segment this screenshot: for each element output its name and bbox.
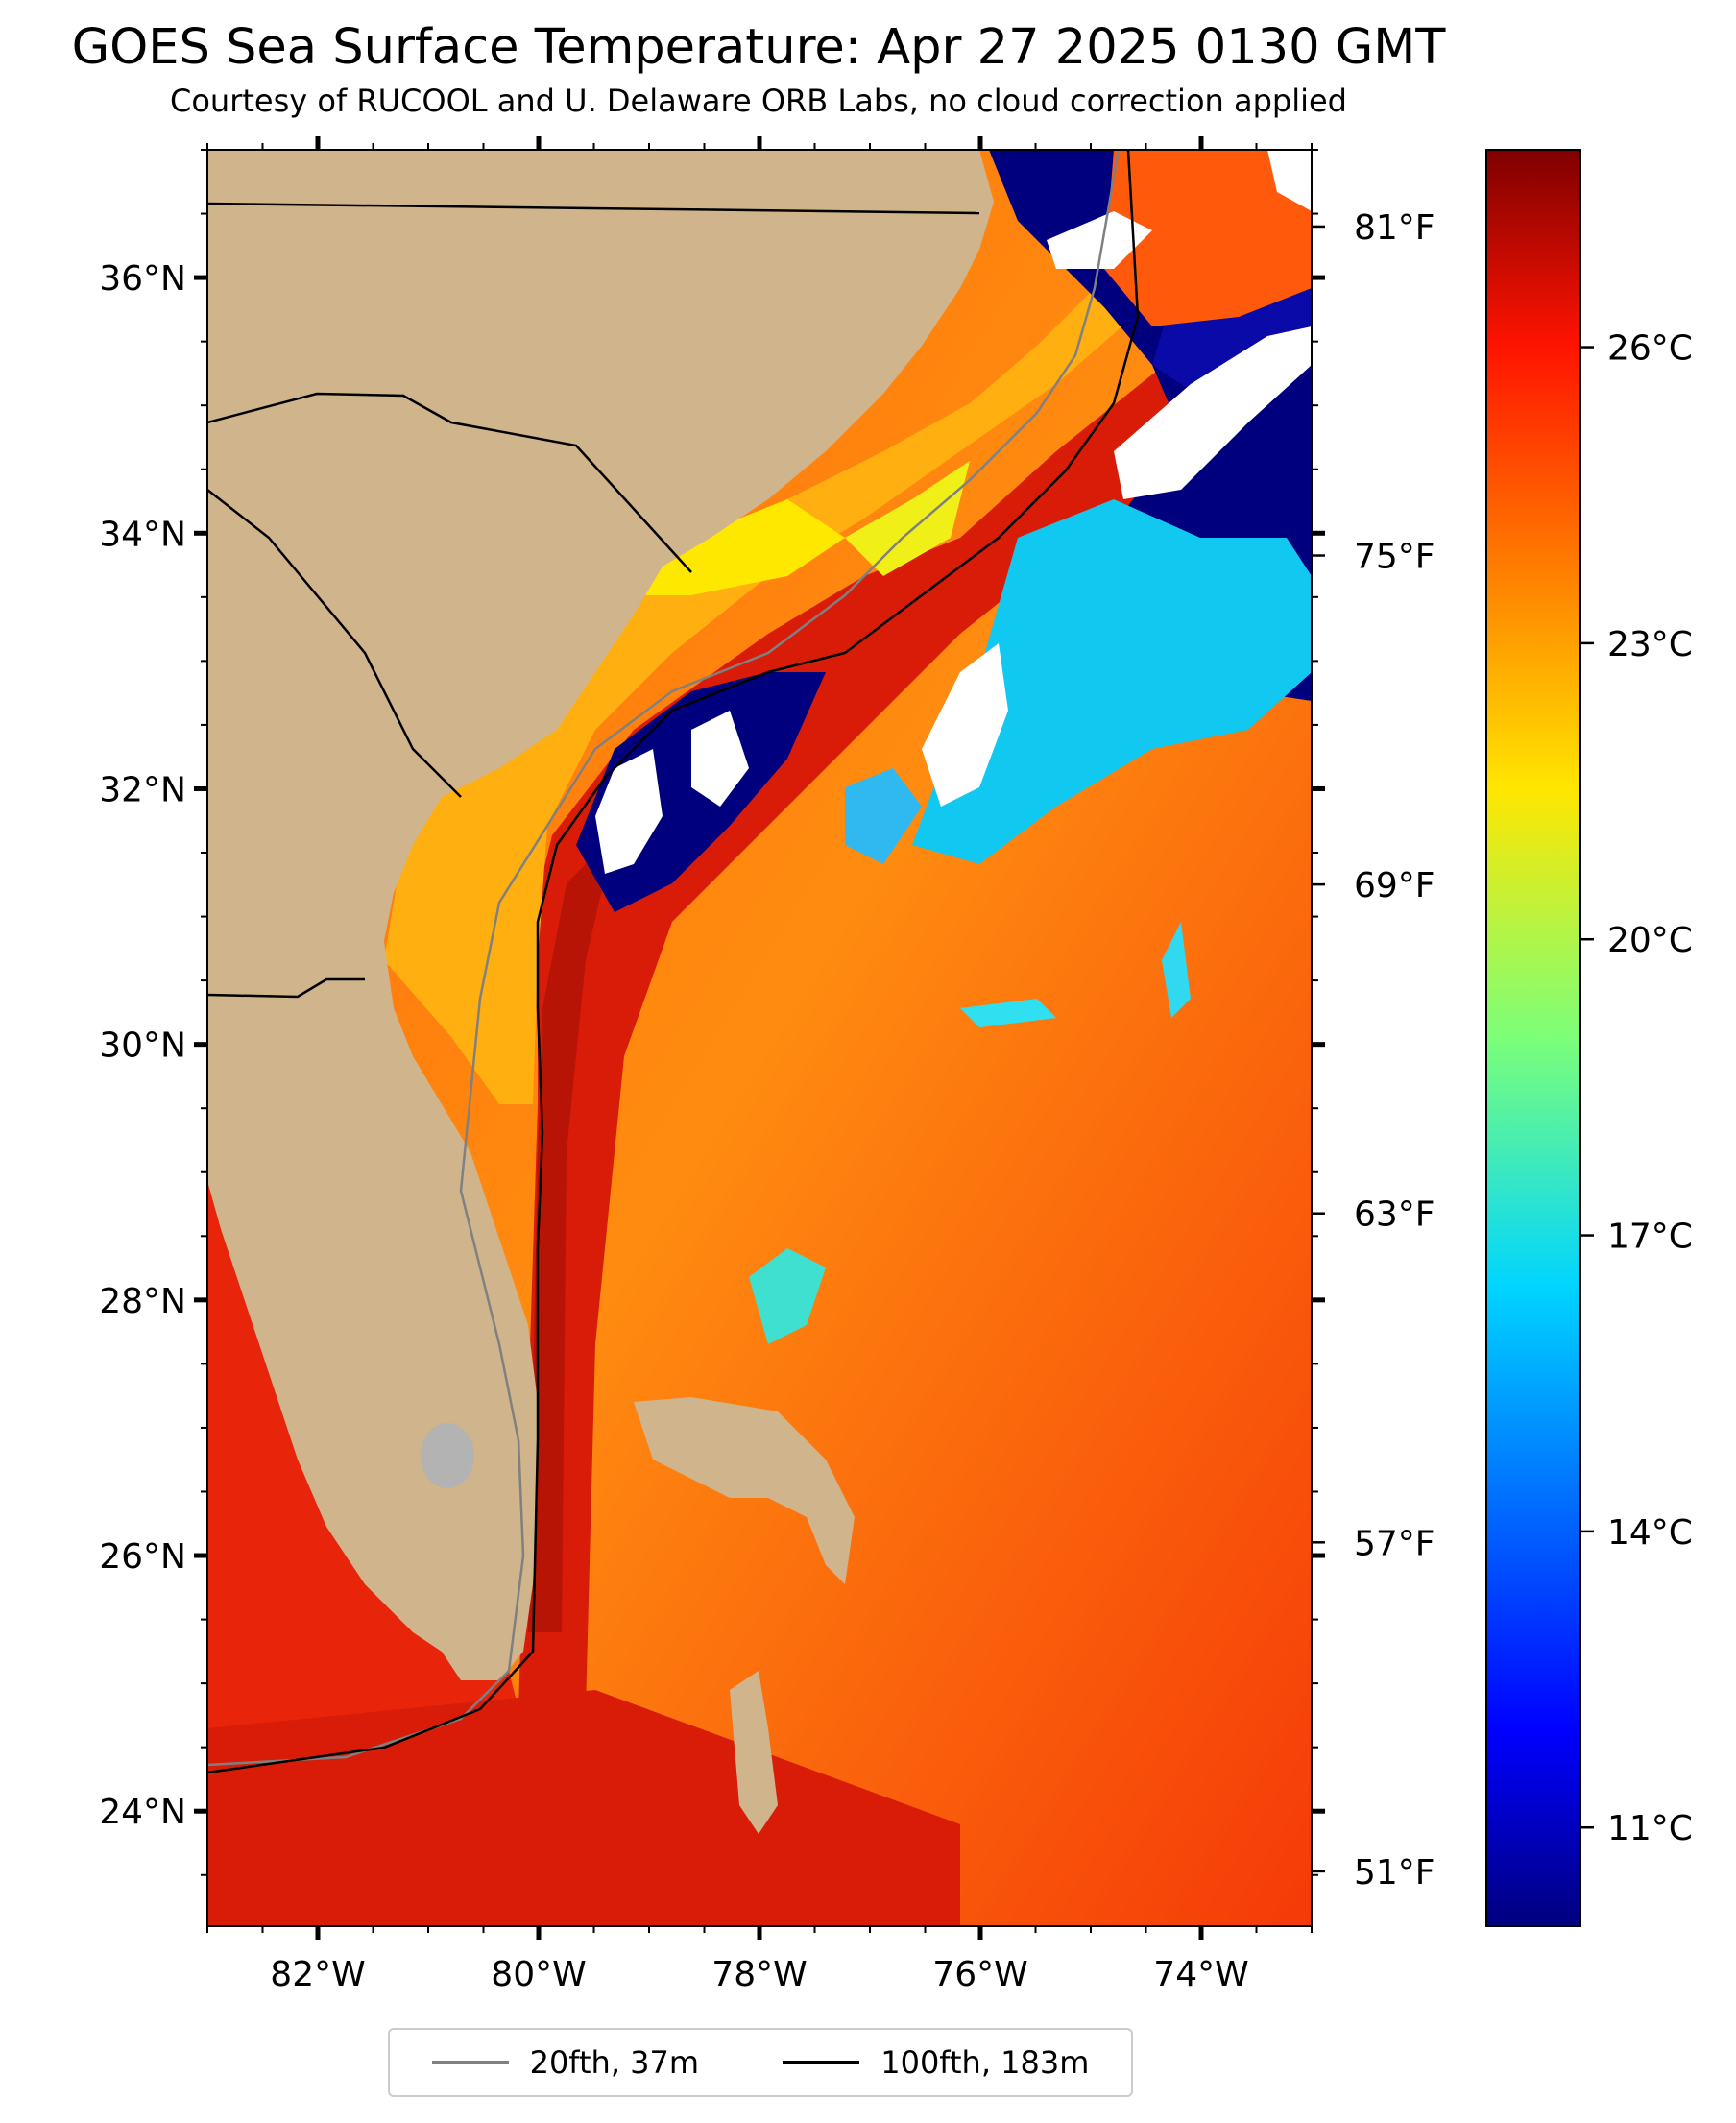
lon-tick-label: 76°W: [932, 1955, 1027, 1994]
lat-tick-label: 34°N: [99, 515, 186, 554]
map-subtitle: Courtesy of RUCOOL and U. Delaware ORB L…: [170, 83, 1347, 119]
lon-tick-label: 78°W: [711, 1955, 807, 1994]
lat-tick-label: 26°N: [99, 1537, 186, 1577]
fahrenheit-tick-label: 57°F: [1354, 1524, 1435, 1563]
legend-swatch-20fth: [431, 2061, 509, 2064]
minor-ticks: [201, 143, 1318, 1933]
legend-item-100fth: 100fth, 183m: [783, 2044, 1089, 2081]
lon-tick-label: 82°W: [270, 1955, 365, 1994]
legend-swatch-100fth: [783, 2061, 860, 2064]
colorbar-tick-label: 11°C: [1607, 1809, 1693, 1848]
fahrenheit-tick-label: 51°F: [1354, 1853, 1435, 1893]
map-title: GOES Sea Surface Temperature: Apr 27 202…: [71, 19, 1446, 76]
lat-tick-label: 28°N: [99, 1282, 186, 1321]
lon-tick-label: 80°W: [491, 1955, 586, 1994]
contour-legend: 20fth, 37m 100fth, 183m: [388, 2028, 1133, 2097]
lon-tick-label: 74°W: [1153, 1955, 1248, 1994]
colorbar-tick-label: 20°C: [1607, 921, 1693, 960]
legend-label-20fth: 20fth, 37m: [529, 2044, 700, 2081]
contour-20fth: [207, 150, 1121, 1767]
colorbar-tick-label: 14°C: [1607, 1513, 1693, 1553]
state-borders: [207, 202, 980, 999]
lat-tick-label: 36°N: [99, 259, 186, 299]
temperature-colorbar: [1485, 149, 1581, 1927]
lat-tick-label: 24°N: [99, 1793, 186, 1832]
fahrenheit-tick-label: 81°F: [1354, 208, 1435, 248]
latitude-axis: 24°N 26°N 28°N 30°N 32°N 34°N 36°N: [99, 259, 1325, 1832]
legend-item-20fth: 20fth, 37m: [431, 2044, 700, 2081]
fahrenheit-tick-label: 63°F: [1354, 1195, 1435, 1235]
sst-field: [207, 150, 1312, 1926]
colorbar-axis: 11°C 14°C 17°C 20°C 23°C 26°C: [1580, 329, 1693, 1848]
colorbar-tick-label: 17°C: [1607, 1218, 1693, 1257]
fahrenheit-axis: 81°F 75°F 69°F 63°F 57°F 51°F: [1312, 208, 1435, 1893]
contour-100fth: [207, 150, 1140, 1774]
lat-tick-label: 30°N: [99, 1026, 186, 1066]
fahrenheit-tick-label: 69°F: [1354, 866, 1435, 905]
colorbar-tick-label: 26°C: [1607, 329, 1693, 369]
colorbar-tick-label: 23°C: [1607, 625, 1693, 664]
fahrenheit-tick-label: 75°F: [1354, 538, 1435, 577]
legend-label-100fth: 100fth, 183m: [880, 2044, 1090, 2081]
lat-tick-label: 32°N: [99, 770, 186, 809]
